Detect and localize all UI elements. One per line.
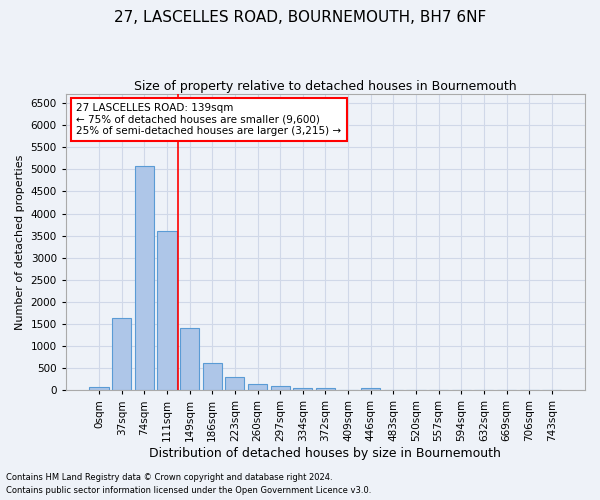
Bar — [361, 388, 380, 390]
Bar — [157, 231, 176, 390]
Bar — [89, 387, 109, 390]
Bar — [271, 386, 290, 390]
Y-axis label: Number of detached properties: Number of detached properties — [15, 154, 25, 330]
Title: Size of property relative to detached houses in Bournemouth: Size of property relative to detached ho… — [134, 80, 517, 93]
Bar — [135, 166, 154, 390]
Bar — [112, 318, 131, 390]
Bar — [293, 388, 313, 390]
Text: 27 LASCELLES ROAD: 139sqm
← 75% of detached houses are smaller (9,600)
25% of se: 27 LASCELLES ROAD: 139sqm ← 75% of detac… — [76, 103, 341, 136]
Bar — [316, 388, 335, 390]
X-axis label: Distribution of detached houses by size in Bournemouth: Distribution of detached houses by size … — [149, 447, 502, 460]
Bar — [203, 362, 222, 390]
Bar — [180, 328, 199, 390]
Bar — [248, 384, 267, 390]
Text: 27, LASCELLES ROAD, BOURNEMOUTH, BH7 6NF: 27, LASCELLES ROAD, BOURNEMOUTH, BH7 6NF — [114, 10, 486, 25]
Bar — [225, 377, 244, 390]
Text: Contains HM Land Registry data © Crown copyright and database right 2024.
Contai: Contains HM Land Registry data © Crown c… — [6, 474, 371, 495]
